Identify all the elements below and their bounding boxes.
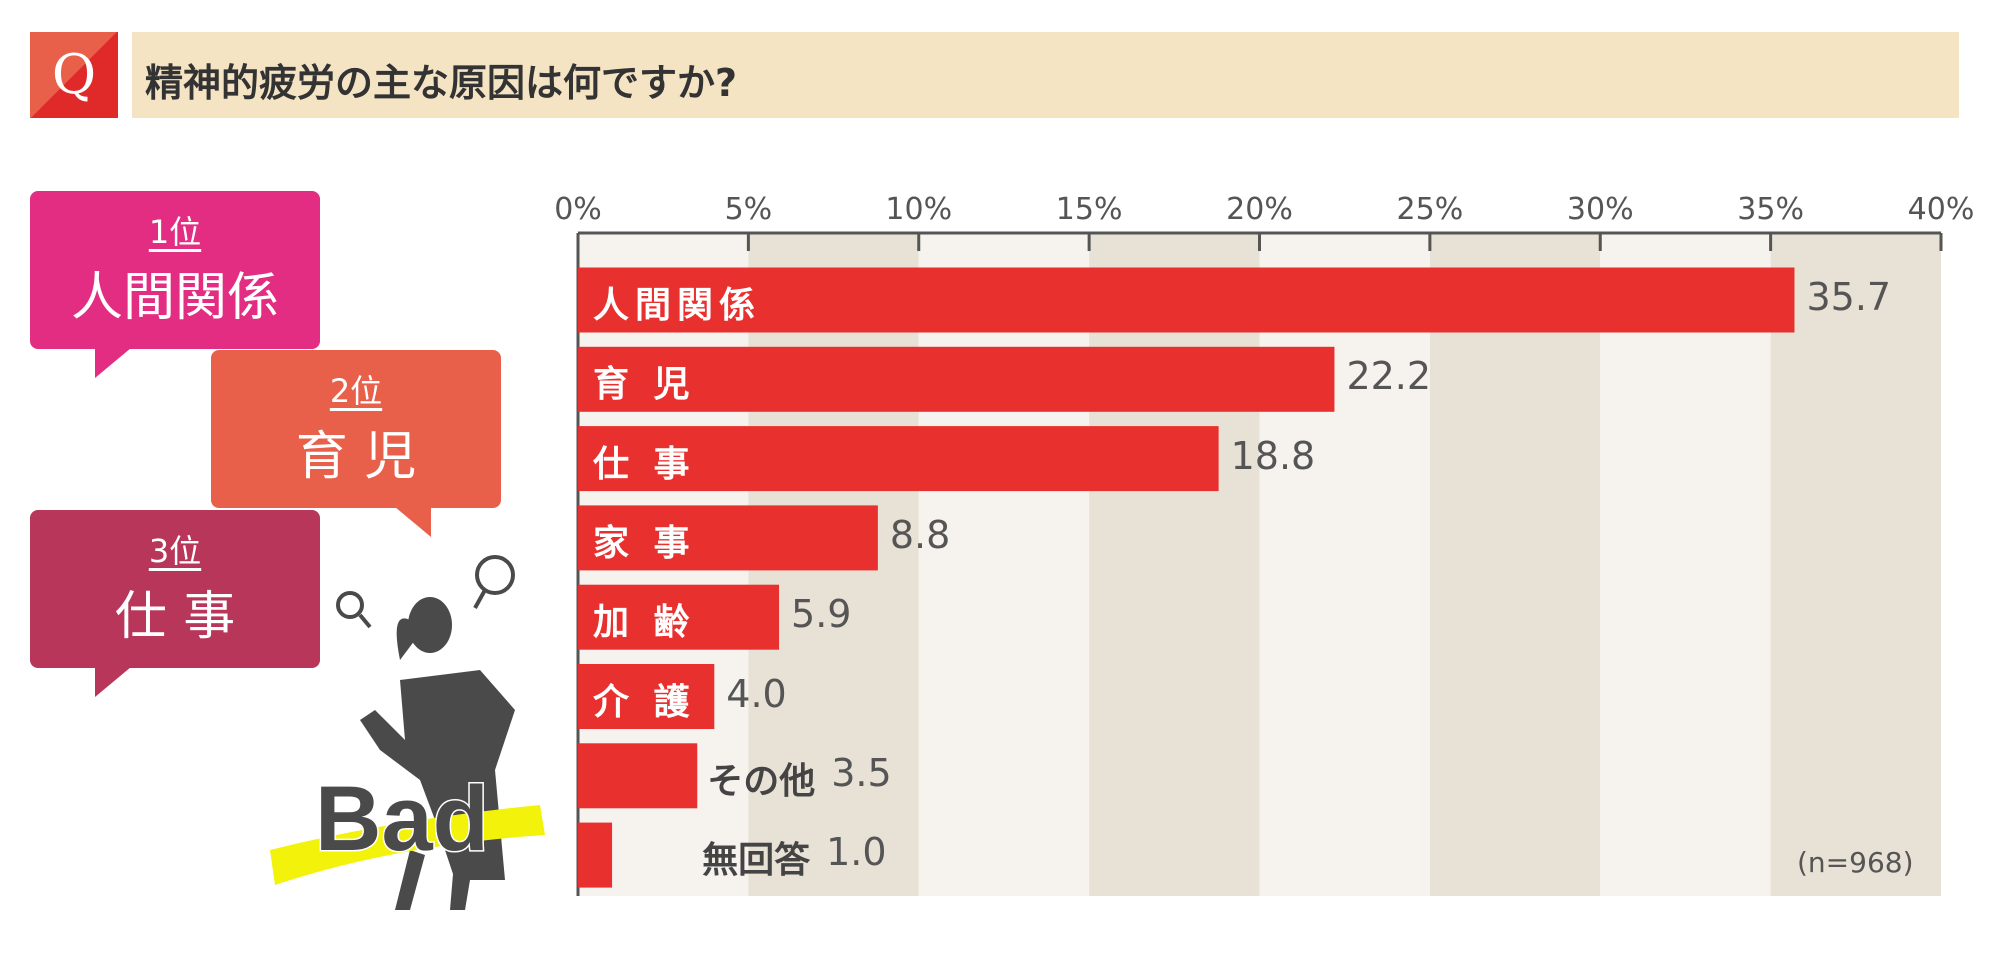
q-badge: Q xyxy=(30,32,118,118)
bar-value-label: 8.8 xyxy=(889,512,951,557)
grid-stripe xyxy=(918,233,1090,896)
rank-label: 1位 xyxy=(148,213,202,251)
rank-name: 仕 事 xyxy=(114,587,236,647)
bar-category-label: 育 児 xyxy=(593,364,696,406)
bubble-tail xyxy=(395,507,431,537)
rank-2-bubble: 2位 育 児 xyxy=(211,350,501,508)
bar-value-label: 22.2 xyxy=(1346,354,1432,399)
bar-value-label: 4.0 xyxy=(726,671,787,716)
grid-stripe xyxy=(1259,233,1430,896)
bar-category-label: 無回答 xyxy=(702,840,811,882)
rank-name: 育 児 xyxy=(295,427,417,487)
x-tick-label: 0% xyxy=(554,192,602,227)
bar-category-label: 人間関係 xyxy=(593,285,762,326)
bar-category-label: 介 護 xyxy=(593,681,696,723)
bar-value-label: 18.8 xyxy=(1230,433,1316,478)
bar xyxy=(578,822,613,888)
sample-size-note: (n=968) xyxy=(1797,846,1914,879)
bar xyxy=(578,584,780,650)
x-tick-label: 20% xyxy=(1226,192,1293,227)
stressed-woman-illustration: Bad xyxy=(270,555,545,910)
bar xyxy=(578,426,1219,492)
bar-category-label: その他 xyxy=(707,760,816,802)
bubble-tail xyxy=(95,348,131,378)
bubble-tail xyxy=(95,667,131,697)
bar xyxy=(578,346,1335,412)
x-tick-label: 30% xyxy=(1566,192,1634,227)
bar xyxy=(578,743,698,809)
bar xyxy=(578,267,1795,333)
rank-3-bubble: 3位 仕 事 xyxy=(30,510,320,668)
bar-category-label: 家 事 xyxy=(593,522,696,564)
bar-value-label: 35.7 xyxy=(1806,275,1892,319)
bar xyxy=(578,664,715,729)
x-tick-label: 40% xyxy=(1907,192,1975,227)
question-header xyxy=(132,32,1959,118)
bar-value-label: 5.9 xyxy=(791,592,852,637)
rank-label: 3位 xyxy=(148,532,202,570)
grid-stripe xyxy=(1600,233,1771,896)
bar-category-label: 仕 事 xyxy=(593,443,696,485)
grid-stripe xyxy=(1089,233,1260,896)
rank-1-bubble: 1位 人間関係 xyxy=(30,191,320,349)
rank-label: 2位 xyxy=(329,372,383,410)
x-tick-label: 35% xyxy=(1737,192,1804,227)
bar xyxy=(578,505,878,571)
rank-name: 人間関係 xyxy=(70,268,279,328)
bar-value-label: 3.5 xyxy=(831,750,892,795)
bad-text: Bad xyxy=(315,768,489,870)
grid-stripe xyxy=(1429,233,1601,896)
x-tick-label: 15% xyxy=(1055,192,1123,227)
bar-value-label: 1.0 xyxy=(826,830,887,875)
x-tick-label: 10% xyxy=(885,192,953,227)
x-tick-label: 5% xyxy=(724,192,773,227)
grid-stripe xyxy=(1770,233,1941,896)
x-tick-label: 25% xyxy=(1396,192,1464,227)
question-title: 精神的疲労の主な原因は何ですか? xyxy=(145,61,738,105)
bar-category-label: 加 齢 xyxy=(593,602,696,644)
